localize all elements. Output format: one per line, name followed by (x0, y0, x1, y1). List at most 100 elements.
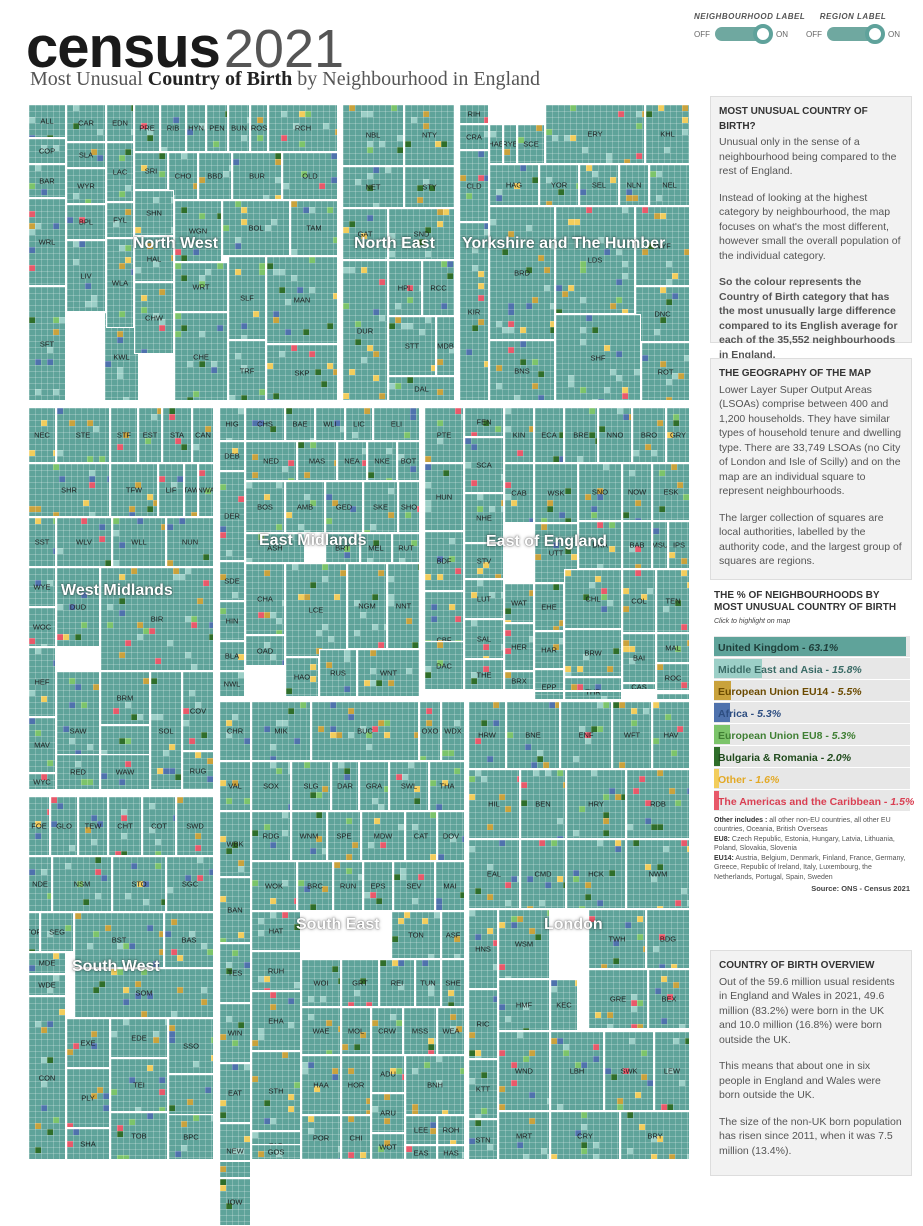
authority-bol[interactable]: BOL (222, 200, 290, 256)
authority-woi[interactable]: WOI (301, 959, 341, 1007)
authority-hig[interactable]: HIG (219, 407, 245, 441)
authority-lbh[interactable]: LBH (550, 1031, 604, 1111)
authority-cry[interactable]: CRY (550, 1111, 620, 1160)
authority-bst[interactable]: BST (74, 912, 164, 968)
authority-cha[interactable]: CHA (245, 563, 285, 635)
authority-brx[interactable]: BRX (504, 671, 534, 690)
authority-hae[interactable]: HAE (489, 124, 503, 164)
authority-der[interactable]: DER (219, 471, 245, 561)
authority-chr[interactable]: CHR (219, 701, 251, 761)
authority-bur[interactable]: BUR (232, 152, 282, 200)
authority-wla[interactable]: WLA (106, 238, 134, 328)
authority-ede[interactable]: EDE (110, 1018, 168, 1058)
authority-wsk[interactable]: WSK (534, 463, 578, 523)
authority-con[interactable]: CON (28, 996, 66, 1160)
authority-tam[interactable]: TAM (290, 200, 338, 256)
authority-ban[interactable]: BAN (219, 877, 251, 943)
authority-crw[interactable]: CRW (371, 1007, 403, 1055)
authority-deb[interactable]: DEB (219, 441, 245, 471)
authority-nwl[interactable]: NWL (219, 671, 245, 697)
authority-has[interactable]: HAS (437, 1145, 465, 1160)
authority-nln[interactable]: NLN (619, 164, 649, 206)
authority-her[interactable]: HER (504, 623, 534, 671)
authority-roh[interactable]: ROH (437, 1115, 465, 1145)
authority-hyn[interactable]: HYN (186, 104, 206, 152)
authority-eli[interactable]: ELI (373, 407, 420, 441)
authority-gos[interactable]: GOS (251, 1144, 301, 1160)
authority-tes[interactable]: TES (219, 943, 251, 1003)
authority-amb[interactable]: AMB (285, 481, 325, 533)
authority-cra[interactable]: CRA (459, 124, 489, 150)
authority-cmd[interactable]: CMD (520, 839, 566, 909)
authority-nun[interactable]: NUN (166, 517, 214, 567)
authority-wft[interactable]: WFT (612, 701, 652, 769)
authority-net[interactable]: NET (342, 166, 404, 208)
authority-sst[interactable]: SST (28, 517, 56, 567)
authority-lic[interactable]: LIC (345, 407, 373, 441)
authority-car[interactable]: CAR (66, 104, 106, 142)
authority-bne[interactable]: BNE (506, 701, 560, 769)
authority-cht[interactable]: CHT (108, 796, 142, 856)
authority-epp[interactable]: EPP (534, 669, 564, 705)
authority-lac[interactable]: LAC (106, 142, 134, 202)
authority-sty[interactable]: STY (404, 166, 455, 208)
authority-bra[interactable]: BRA (578, 521, 622, 569)
authority-bnh[interactable]: BNH (405, 1055, 465, 1115)
authority-hrw[interactable]: HRW (468, 701, 506, 769)
authority-lee[interactable]: LEE (405, 1115, 437, 1145)
authority-som[interactable]: SOM (74, 968, 214, 1018)
authority-bex[interactable]: BEX (648, 969, 690, 1029)
authority-dov[interactable]: DOV (437, 811, 465, 861)
authority-chl[interactable]: CHL (564, 569, 622, 629)
authority-ery[interactable]: ERY (545, 104, 645, 164)
legend-bar-the-americas-and-the-caribbean[interactable]: The Americas and the Caribbean - 1.5% (714, 789, 914, 812)
authority-eha[interactable]: EHA (251, 991, 301, 1051)
authority-bdg[interactable]: BDG (646, 909, 690, 969)
authority-brd[interactable]: BRD (489, 206, 555, 340)
authority-swd[interactable]: SWD (176, 796, 214, 856)
authority-rdg[interactable]: RDG (251, 811, 291, 861)
authority-hck[interactable]: HCK (566, 839, 626, 909)
authority-rei[interactable]: REI (379, 959, 415, 1007)
authority-tha[interactable]: THA (429, 761, 465, 811)
authority-hao[interactable]: HAO (285, 657, 319, 697)
authority-gat[interactable]: GAT (342, 208, 388, 260)
authority-ben[interactable]: BEN (520, 769, 566, 839)
authority-nke[interactable]: NKE (367, 441, 397, 481)
authority-hin[interactable]: HIN (219, 601, 245, 641)
authority-sel[interactable]: SEL (579, 164, 619, 206)
authority-mde[interactable]: MDE (28, 952, 66, 974)
authority-wde[interactable]: WDE (28, 974, 66, 996)
authority-bns[interactable]: BNS (489, 340, 555, 401)
authority-oxo[interactable]: OXO (419, 701, 441, 761)
authority-wlv[interactable]: WLV (56, 517, 112, 567)
authority-wrt[interactable]: WRT (174, 262, 228, 312)
authority-wnt[interactable]: WNT (357, 649, 420, 697)
authority-brt[interactable]: BRT (325, 533, 360, 563)
authority-mal[interactable]: MAL (656, 633, 690, 663)
authority-new[interactable]: NEW (219, 1123, 251, 1178)
authority-cld[interactable]: CLD (459, 150, 489, 222)
authority-brm[interactable]: BRM (100, 671, 150, 725)
authority-rdb[interactable]: RDB (626, 769, 690, 839)
authority-ips[interactable]: IPS (668, 521, 690, 569)
toggle-switch[interactable] (827, 24, 885, 44)
legend-bar-european-union-eu8[interactable]: European Union EU8 - 5.3% (714, 723, 910, 746)
authority-rih[interactable]: RIH (459, 104, 489, 124)
authority-glo[interactable]: GLO (50, 796, 78, 856)
authority-asf[interactable]: ASF (441, 911, 465, 959)
authority-roc[interactable]: ROC (656, 663, 690, 693)
authority-sca[interactable]: SCA (464, 437, 504, 493)
authority-pre[interactable]: PRE (134, 104, 160, 152)
authority-nde[interactable]: NDE (28, 856, 52, 912)
authority-dac[interactable]: DAC (424, 641, 464, 690)
authority-ros[interactable]: ROS (250, 104, 268, 152)
authority-sox[interactable]: SOX (251, 761, 291, 811)
authority-tei[interactable]: TEI (110, 1058, 168, 1112)
authority-old[interactable]: OLD (282, 152, 338, 200)
authority-man[interactable]: MAN (266, 256, 338, 344)
authority-bpc[interactable]: BPC (168, 1114, 214, 1160)
authority-ply[interactable]: PLY (66, 1068, 110, 1128)
authority-foe[interactable]: FOE (28, 796, 50, 856)
authority-sno[interactable]: SNO (578, 463, 622, 521)
